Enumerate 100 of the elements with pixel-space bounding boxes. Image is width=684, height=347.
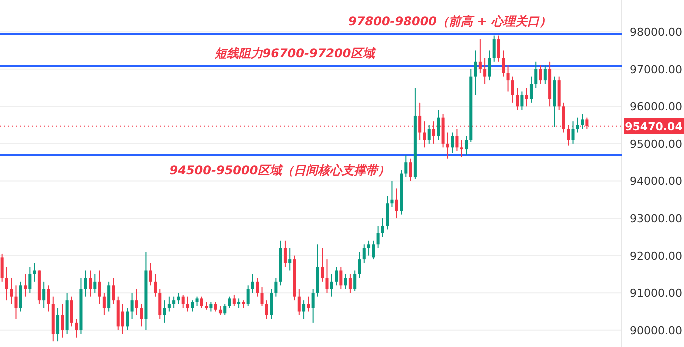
candlestick	[246, 285, 250, 307]
candlestick	[98, 270, 102, 305]
candlestick	[149, 262, 152, 286]
candlestick	[562, 102, 566, 134]
candlestick	[492, 35, 496, 62]
candlestick	[10, 278, 14, 305]
candlestick	[163, 300, 166, 324]
ref-label: 97800-98000（前高 + 心理关口）	[348, 14, 552, 28]
candlestick	[14, 285, 18, 320]
ref-label: 短线阻力96700-97200区域	[214, 46, 376, 60]
candlestick	[274, 278, 278, 298]
candlestick	[451, 132, 454, 154]
candlestick	[474, 50, 478, 96]
candlestick	[464, 136, 468, 156]
candlestick	[172, 296, 176, 309]
candlestick	[340, 266, 343, 290]
candlestick	[70, 296, 74, 328]
price-tag: 95470.04	[625, 120, 683, 134]
candlestick	[409, 158, 412, 182]
ytick: 98000.00	[630, 26, 682, 40]
candlestick	[256, 278, 260, 298]
candlestick	[228, 296, 232, 309]
candlestick	[404, 154, 408, 178]
candlestick	[33, 262, 36, 282]
candlestick	[284, 240, 287, 268]
ytick: 94000.00	[630, 175, 682, 188]
candlestick	[177, 292, 180, 305]
candlestick	[84, 270, 88, 298]
candlestick	[326, 259, 329, 294]
candlestick	[335, 266, 338, 286]
candlestick	[135, 288, 138, 316]
candlestick	[94, 274, 97, 294]
candlestick	[112, 278, 116, 305]
candlestick	[312, 288, 315, 324]
candlestick	[478, 39, 482, 74]
candlestick	[395, 188, 398, 220]
candlestick	[446, 132, 450, 160]
candlestick	[544, 65, 547, 85]
candlestick	[567, 124, 570, 146]
candlestick	[386, 196, 390, 230]
candlestick	[158, 288, 162, 320]
ref-label: 94500-95000区域（日间核心支撑带）	[170, 164, 390, 178]
candlestick	[224, 304, 227, 316]
candlestick	[196, 296, 199, 307]
candlestick	[460, 140, 464, 158]
candlestick	[168, 296, 171, 312]
candlestick	[586, 117, 589, 130]
ytick: 95000.00	[630, 138, 682, 151]
candlestick	[572, 121, 575, 144]
candlestick	[298, 288, 301, 316]
candlestick	[210, 302, 213, 312]
candlestick	[321, 248, 324, 282]
candlestick	[516, 88, 520, 111]
candlestick	[302, 300, 306, 320]
candlestick	[344, 274, 348, 290]
candlestick	[502, 50, 506, 78]
candlestick	[200, 296, 204, 309]
candlestick	[89, 270, 92, 298]
candlestick	[484, 58, 487, 85]
candlestick	[251, 274, 254, 294]
candlestick	[358, 252, 362, 279]
candlestick	[534, 61, 538, 89]
candlestick	[539, 65, 542, 85]
candlestick	[232, 294, 236, 307]
candlestick	[42, 281, 46, 309]
candlestick	[265, 300, 268, 320]
candlestick	[102, 292, 106, 316]
candlestick	[437, 110, 440, 141]
candlestick	[525, 88, 528, 108]
candlestick	[576, 117, 580, 134]
candlestick	[348, 274, 352, 294]
candlestick	[354, 270, 357, 292]
candlestick	[130, 292, 134, 320]
candlestick	[362, 244, 366, 264]
candlestick	[214, 302, 218, 312]
candlestick	[506, 65, 510, 92]
candlestick	[47, 285, 50, 312]
candlestick	[497, 35, 500, 62]
candlestick	[24, 274, 28, 298]
candlestick	[191, 300, 194, 312]
ytick: 97000.00	[630, 63, 682, 76]
candlestick	[423, 121, 426, 148]
candlestick	[56, 308, 60, 342]
candlestick	[270, 288, 274, 320]
candlestick	[61, 304, 64, 338]
candlestick	[28, 266, 32, 294]
ytick: 93000.00	[630, 212, 682, 226]
candlestick	[511, 76, 514, 104]
candlestick	[520, 91, 524, 111]
ytick: 90000.00	[630, 324, 682, 338]
candlestick	[488, 50, 492, 82]
candlestick	[19, 281, 22, 312]
candlestick	[186, 296, 190, 312]
candlestick	[581, 114, 584, 130]
candlestick	[140, 304, 144, 328]
candlestick	[0, 253, 4, 282]
candlestick	[390, 180, 394, 208]
candlestick	[126, 308, 130, 331]
candlestick	[456, 128, 459, 152]
candlestick	[154, 274, 158, 298]
